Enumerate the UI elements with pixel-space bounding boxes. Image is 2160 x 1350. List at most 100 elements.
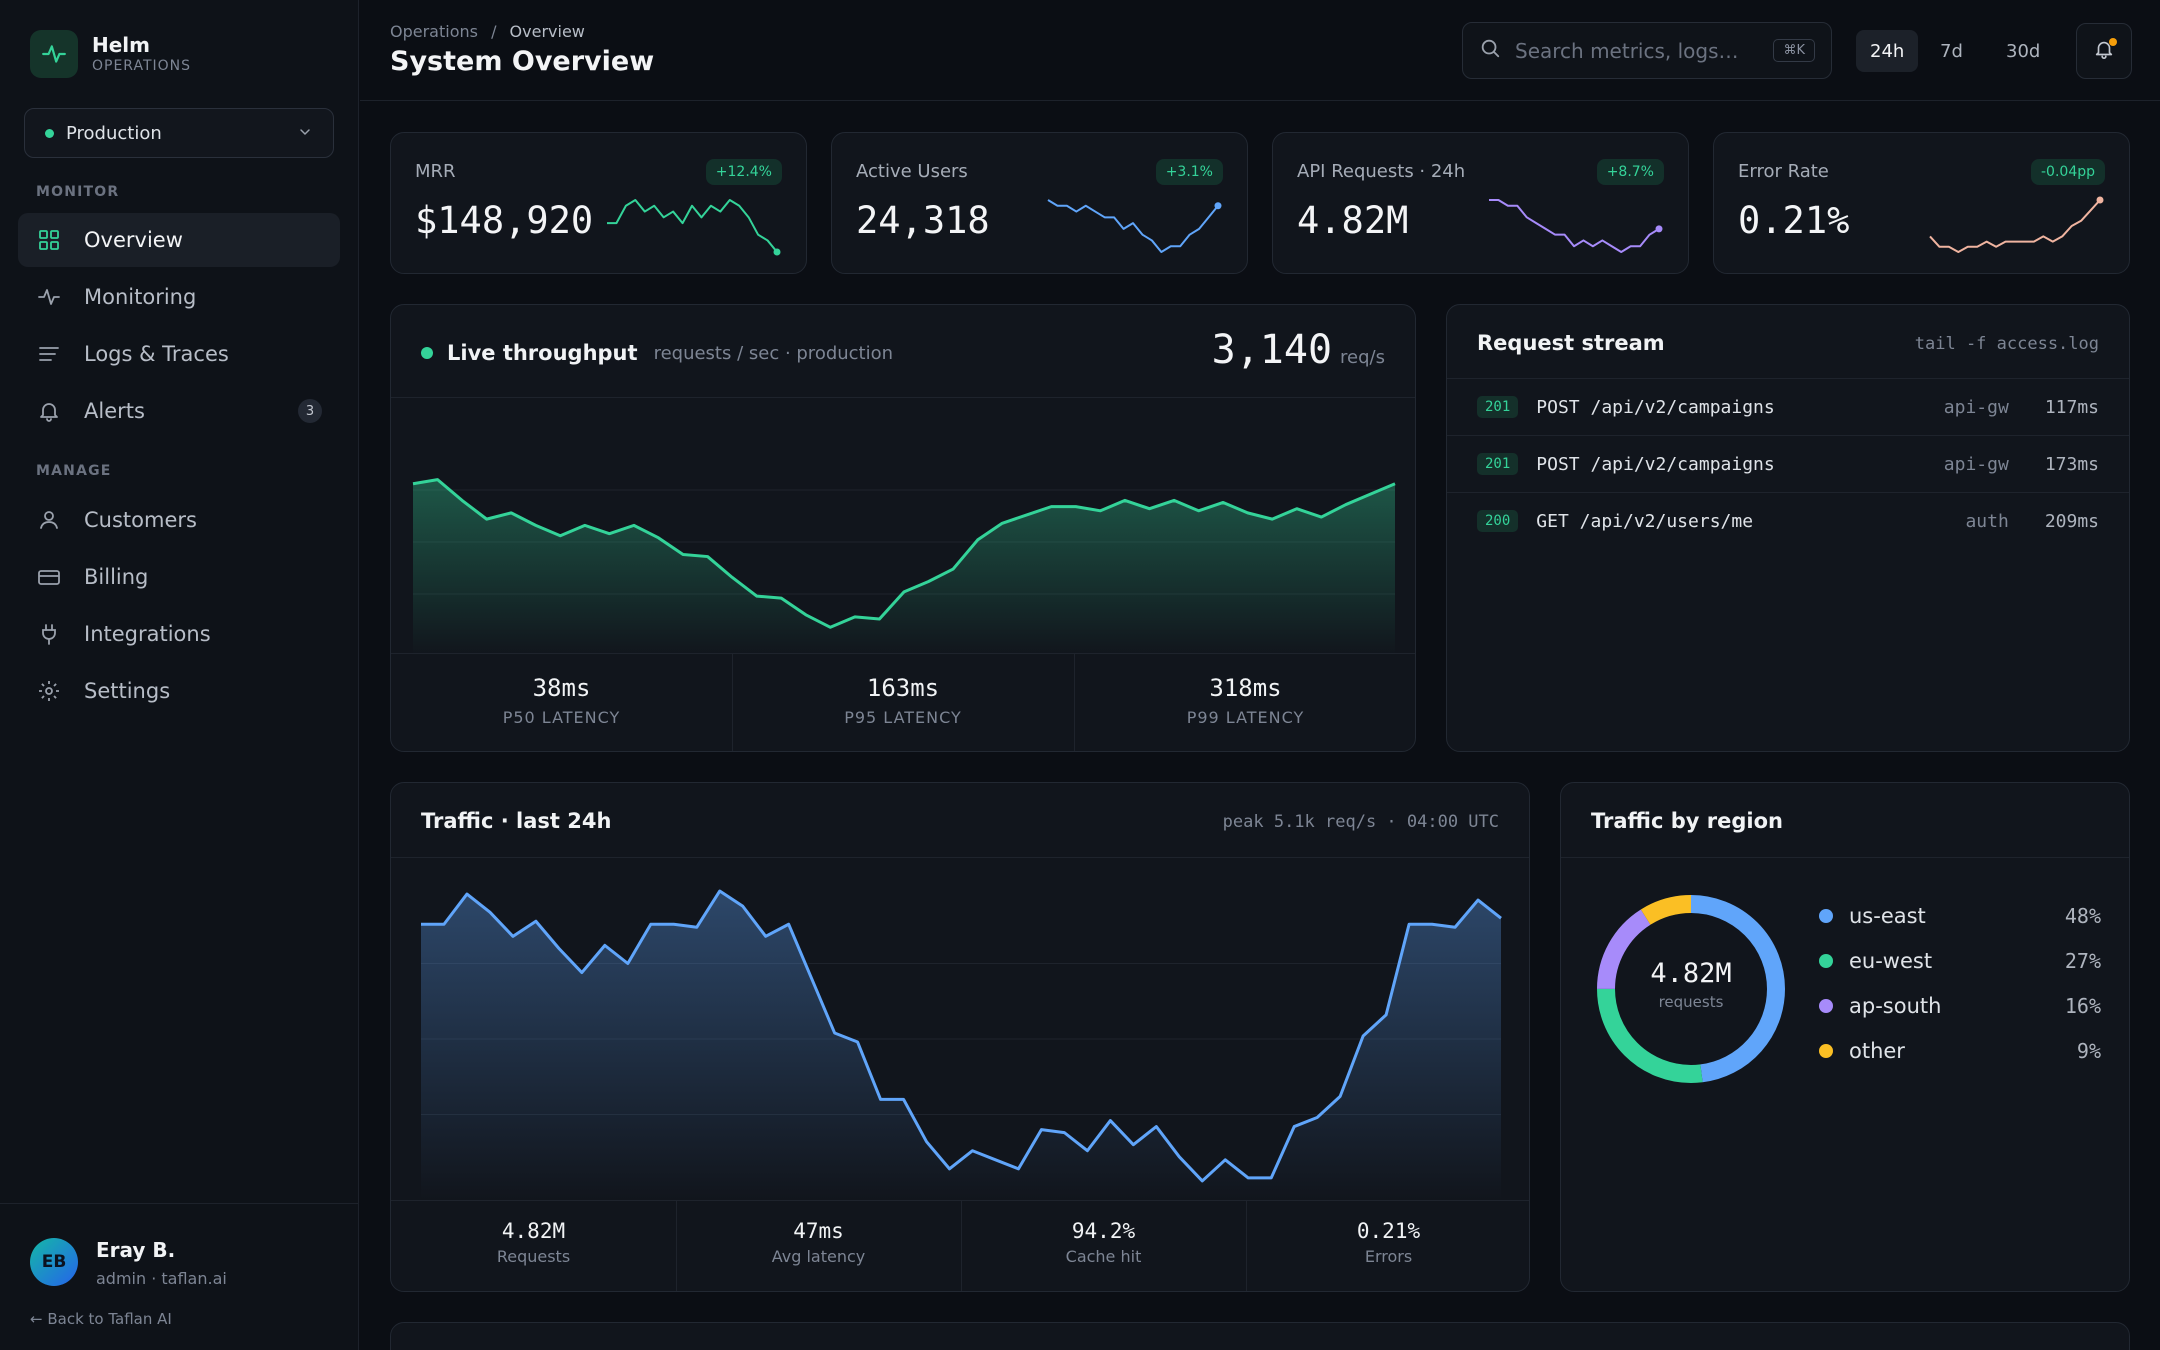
traffic-area-chart[interactable] [391, 858, 1530, 1200]
stat-value: 4.82M [501, 1219, 566, 1243]
kpi-card-api-requests[interactable]: API Requests · 24h 4.82M +8.7% [1272, 132, 1689, 274]
stat-value: 0.21% [1356, 1219, 1421, 1243]
bell-icon [36, 398, 62, 424]
throughput-title: Live throughput [447, 341, 638, 365]
pulse-logo-icon [30, 30, 78, 78]
stat-label: P95 LATENCY [844, 708, 962, 727]
sparkline-path [1489, 199, 1660, 253]
legend-swatch [1819, 954, 1833, 968]
sidebar-item-label: Logs & Traces [84, 342, 229, 366]
notifications-button[interactable] [2076, 23, 2132, 79]
bell-icon [2093, 38, 2115, 65]
kpi-card-error-rate[interactable]: Error Rate 0.21% -0.04pp [1713, 132, 2130, 274]
sparkline-end-dot [2096, 196, 2104, 204]
p95-latency-stat: 163ms P95 LATENCY [732, 674, 1074, 727]
legend-name: eu-west [1849, 949, 1933, 973]
stat-value: 47ms [793, 1219, 844, 1243]
sparkline-path [1929, 199, 2101, 253]
stat-label: P50 LATENCY [502, 708, 621, 727]
kpi-label: MRR [415, 161, 456, 182]
brand-subtitle: OPERATIONS [92, 58, 192, 74]
request-duration: 117ms [2044, 396, 2099, 418]
status-badge: 200 [1477, 510, 1519, 532]
region-title: Traffic by region [1591, 809, 1783, 833]
throughput-value: 3,140 [1211, 327, 1333, 373]
brand[interactable]: Helm OPERATIONS [30, 30, 191, 78]
range-7d-button[interactable]: 7d [1940, 40, 1963, 62]
nav-section-manage: MANAGE [36, 463, 112, 479]
sidebar-item-settings[interactable]: Settings [18, 664, 340, 718]
sidebar-item-label: Billing [84, 565, 149, 589]
brand-name: Helm [92, 33, 150, 57]
kpi-sparkline [1047, 199, 1222, 253]
sparkline-path [607, 199, 778, 253]
breadcrumb-item[interactable]: Operations [390, 22, 478, 41]
breadcrumb: Operations / Overview [390, 22, 585, 41]
throughput-area-chart[interactable] [391, 398, 1416, 656]
legend-item-ap-south[interactable]: ap-south 16% [1819, 991, 2101, 1021]
traffic-by-region-card: Traffic by region 4.82M requests us-east… [1560, 782, 2130, 1292]
sidebar-item-monitoring[interactable]: Monitoring [18, 270, 340, 324]
sparkline-end-dot [1214, 202, 1222, 210]
pulse-icon [36, 284, 62, 310]
next-card [390, 1322, 2130, 1350]
sidebar-item-customers[interactable]: Customers [18, 493, 340, 547]
legend-swatch [1819, 909, 1833, 923]
area-fill [421, 891, 1501, 1200]
avatar[interactable]: EB [30, 1238, 78, 1286]
sidebar-item-overview[interactable]: Overview [18, 213, 340, 267]
user-name: Eray B. [96, 1238, 176, 1262]
sidebar-item-logs-traces[interactable]: Logs & Traces [18, 327, 340, 381]
legend-pct: 27% [2064, 949, 2101, 973]
sidebar-item-billing[interactable]: Billing [18, 550, 340, 604]
legend-item-eu-west[interactable]: eu-west 27% [1819, 946, 2101, 976]
search-shortcut: ⌘K [1773, 39, 1815, 62]
legend-item-us-east[interactable]: us-east 48% [1819, 901, 2101, 931]
live-indicator-dot [421, 347, 433, 359]
search-input[interactable]: Search metrics, logs… ⌘K [1462, 22, 1832, 79]
divider [391, 1200, 1529, 1201]
donut-total: 4.82M [1650, 958, 1732, 989]
legend-item-other[interactable]: other 9% [1819, 1036, 2101, 1066]
request-service: auth [1965, 510, 2009, 532]
kpi-card-mrr[interactable]: MRR $148,920 +12.4% [390, 132, 807, 274]
request-path: POST /api/v2/campaigns [1536, 453, 1775, 475]
sidebar-item-integrations[interactable]: Integrations [18, 607, 340, 661]
alerts-count-badge: 3 [298, 399, 322, 423]
top-bar: Operations / Overview System Overview Se… [360, 0, 2160, 101]
request-path: POST /api/v2/campaigns [1536, 396, 1775, 418]
divider [732, 654, 733, 751]
stat-value: 163ms [866, 674, 940, 702]
request-row[interactable]: 201 POST /api/v2/campaigns api-gw 117ms [1447, 378, 2129, 435]
divider [391, 857, 1529, 858]
back-link[interactable]: ← Back to Taflan AI [30, 1310, 172, 1328]
stat-label: Avg latency [771, 1247, 866, 1266]
donut-slice-eu-west [1597, 895, 1785, 1083]
request-duration: 209ms [2044, 510, 2099, 532]
p99-latency-stat: 318ms P99 LATENCY [1074, 674, 1415, 727]
environment-select[interactable]: Production [24, 108, 334, 158]
stat-label: P99 LATENCY [1186, 708, 1305, 727]
request-stream-title: Request stream [1477, 331, 1665, 355]
sidebar-item-alerts[interactable]: Alerts 3 [18, 384, 340, 438]
legend-name: ap-south [1849, 994, 1942, 1018]
sidebar-item-label: Settings [84, 679, 171, 703]
range-24h-button[interactable]: 24h [1856, 30, 1919, 72]
request-row[interactable]: 201 POST /api/v2/campaigns api-gw 173ms [1447, 435, 2129, 492]
request-row[interactable]: 200 GET /api/v2/users/me auth 209ms [1447, 492, 2129, 549]
region-donut-chart[interactable] [1591, 889, 1791, 1089]
request-stream-card: Request stream tail -f access.log 201 PO… [1446, 304, 2130, 752]
errors-stat: 0.21% Errors [1246, 1219, 1529, 1266]
legend-pct: 9% [2076, 1039, 2101, 1063]
user-role: admin · taflan.ai [96, 1269, 227, 1288]
search-icon [1479, 37, 1501, 64]
request-service: api-gw [1943, 453, 2009, 475]
request-service: api-gw [1943, 396, 2009, 418]
request-stream-command: tail -f access.log [1914, 334, 2099, 354]
grid-icon [36, 227, 62, 253]
sidebar-item-label: Monitoring [84, 285, 197, 309]
kpi-value: 4.82M [1297, 199, 1409, 242]
kpi-card-active-users[interactable]: Active Users 24,318 +3.1% [831, 132, 1248, 274]
range-30d-button[interactable]: 30d [2006, 40, 2041, 62]
divider [676, 1201, 677, 1291]
